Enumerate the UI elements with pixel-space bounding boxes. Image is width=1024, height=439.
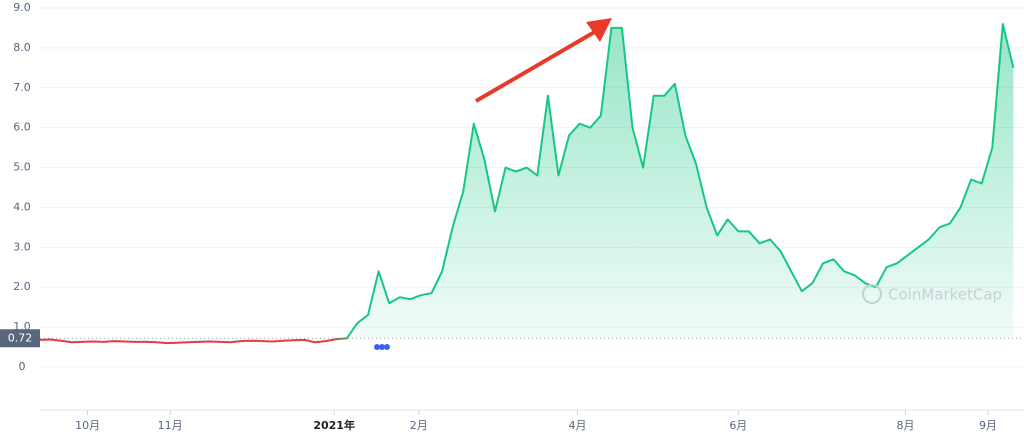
- x-tick-label: 2021年: [313, 418, 355, 432]
- x-tick-label: 11月: [158, 419, 183, 432]
- x-tick-label: 4月: [568, 419, 586, 432]
- y-tick-label: 2.0: [13, 280, 31, 293]
- y-tick-label: 0: [19, 360, 26, 373]
- y-tick-label: 5.0: [13, 161, 31, 174]
- baseline-tag: [0, 329, 40, 348]
- x-tick-label: 6月: [729, 419, 747, 432]
- price-line: [39, 23, 1015, 345]
- y-tick-label: 4.0: [13, 200, 31, 213]
- annotation-arrow: [474, 28, 600, 103]
- nav-icon[interactable]: [374, 344, 390, 350]
- x-tick-label: 2月: [410, 419, 428, 432]
- price-area: [40, 24, 1014, 344]
- y-tick-label: 9.0: [13, 1, 31, 14]
- y-tick-label: 8.0: [13, 41, 31, 54]
- watermark: CoinMarketCap: [888, 286, 1002, 304]
- annotation-arrowhead: [586, 18, 612, 42]
- y-tick-label: 3.0: [13, 240, 31, 253]
- x-tick-label: 10月: [75, 419, 100, 432]
- x-tick-label: 9月: [979, 419, 997, 432]
- baseline-label: 0.72: [8, 331, 33, 344]
- watermark-logo: [862, 284, 882, 304]
- x-tick-label: 8月: [896, 419, 914, 432]
- y-tick-label: 7.0: [13, 81, 31, 94]
- y-tick-label: 6.0: [13, 121, 31, 134]
